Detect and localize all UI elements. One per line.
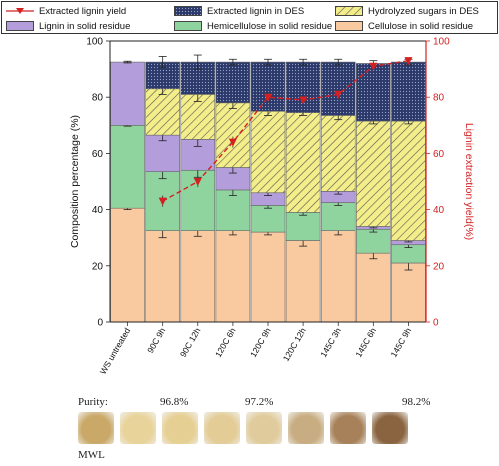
purity-value-1: 96.8%	[160, 396, 189, 408]
purity-value-2: 97.2%	[245, 396, 274, 408]
bar-segment	[285, 212, 321, 241]
composition-chart: WS untreated 90C 9h 90C 12h 120C 6h 120C 9h 1…	[69, 37, 475, 377]
yield-line-layer	[158, 57, 413, 207]
y-tick-label: 100	[86, 37, 103, 48]
y2-tick-label: 20	[433, 261, 445, 272]
yield-line	[162, 59, 409, 202]
yield-point	[193, 178, 202, 186]
bar-segment	[145, 230, 180, 323]
bar-segment	[215, 61, 251, 104]
y2-tick-label: 80	[433, 93, 445, 104]
bar-segment	[320, 115, 356, 192]
y2-tick-label: 40	[433, 205, 445, 216]
bar-segment	[391, 120, 426, 241]
bars-layer	[110, 54, 426, 323]
yield-point	[404, 57, 413, 66]
bar-segment	[110, 61, 145, 126]
bar-segment	[215, 102, 251, 168]
bar-segment	[285, 112, 321, 213]
x-tick-label: 90C 9h	[145, 326, 168, 355]
bar-segment	[250, 61, 286, 112]
bar-segment	[250, 110, 286, 194]
bar-segment	[356, 63, 391, 122]
legend-item-yield: Extracted lignin yield	[6, 4, 126, 18]
legend-item-lignin-residue: Lignin in solid residue	[6, 19, 130, 33]
yield-point	[334, 90, 343, 99]
x-tick-label: 145C 9h	[388, 326, 413, 359]
sample-photo	[162, 412, 198, 444]
bar-segment	[285, 240, 321, 323]
legend-item-cellulose: Cellulose in solid residue	[335, 19, 473, 33]
mwl-label: MWL	[78, 449, 105, 461]
yield-point	[264, 93, 272, 102]
bar-segment	[110, 125, 145, 209]
yield-point	[299, 96, 308, 105]
bar-segment	[180, 230, 216, 323]
legend-label-cellulose: Cellulose in solid residue	[368, 20, 474, 32]
y2-tick-label: 60	[433, 149, 445, 160]
bar-segment	[215, 189, 251, 231]
x-tick-label: 120C 9h	[248, 326, 273, 359]
x-tick-label: 90C 12h	[178, 326, 203, 359]
yield-point	[369, 62, 378, 71]
legend-label-hemicellulose: Hemicellulose in solid residue	[207, 20, 333, 32]
bar-segment	[320, 61, 356, 116]
legend-swatch-hemicellulose-icon	[174, 21, 202, 31]
bar-segment	[180, 94, 216, 140]
legend-swatch-diagonal-icon	[335, 6, 363, 16]
y2-tick-label: 0	[433, 318, 439, 329]
legend-item-extracted-lignin: Extracted lignin in DES	[174, 4, 304, 18]
y-axis-title: Composition percentage (%)	[69, 115, 81, 248]
y2-tick-label: 100	[433, 37, 450, 48]
sample-photo	[204, 412, 240, 444]
legend-swatch-lignin-icon	[6, 21, 34, 31]
legend-item-hemicellulose: Hemicellulose in solid residue	[174, 19, 332, 33]
bar-segment	[250, 231, 286, 323]
y-tick-label: 80	[92, 93, 104, 104]
legend-swatch-cellulose-icon	[335, 21, 363, 31]
sample-photo	[78, 412, 114, 444]
bar-segment	[356, 252, 391, 323]
bar-segment	[110, 207, 145, 323]
legend-label-yield: Extracted lignin yield	[39, 5, 127, 17]
legend-swatch-dots-icon	[174, 6, 202, 16]
bar-segment	[320, 230, 356, 323]
x-tick-label: 145C 3h	[318, 326, 343, 359]
purity-label: Purity:	[78, 396, 108, 408]
legend-label-extracted-lignin: Extracted lignin in DES	[207, 5, 305, 17]
legend-line-marker-icon	[6, 6, 34, 16]
bar-segment	[145, 134, 180, 172]
sample-photo	[330, 412, 366, 444]
bar-segment	[250, 205, 286, 233]
legend-item-hydrolyzed-sugars: Hydrolyzed sugars in DES	[335, 4, 479, 18]
x-tick-label: WS untreated	[98, 326, 133, 376]
bar-segment	[391, 61, 426, 122]
yield-point	[158, 197, 167, 206]
bar-segment	[215, 230, 251, 323]
sample-photo	[288, 412, 324, 444]
legend-label-hydrolyzed-sugars: Hydrolyzed sugars in DES	[368, 5, 479, 17]
legend-label-lignin-residue: Lignin in solid residue	[39, 20, 131, 32]
y-tick-label: 0	[97, 318, 103, 329]
bar-segment	[320, 202, 356, 231]
y-tick-label: 60	[92, 149, 104, 160]
y2-axis-title: Lignin extraction yield(%)	[463, 123, 475, 240]
bar-segment	[391, 262, 426, 323]
legend: Extracted lignin yield Extracted lignin …	[1, 1, 498, 34]
yield-point	[228, 138, 237, 147]
y-tick-label: 40	[92, 205, 104, 216]
x-tick-label: 120C 6h	[213, 326, 238, 359]
bar-segment	[356, 228, 391, 254]
sample-photo	[372, 412, 408, 444]
sample-photo	[120, 412, 156, 444]
bar-segment	[356, 120, 391, 227]
x-tick-label: 145C 6h	[353, 326, 378, 359]
x-tick-label: 120C 12h	[281, 326, 308, 363]
bar-segment	[145, 88, 180, 136]
sample-photo	[246, 412, 282, 444]
y-tick-label: 20	[92, 261, 104, 272]
sample-photo-strip: Purity: 96.8% 97.2% 98.2% MWL	[0, 384, 499, 466]
purity-value-3: 98.2%	[402, 396, 431, 408]
